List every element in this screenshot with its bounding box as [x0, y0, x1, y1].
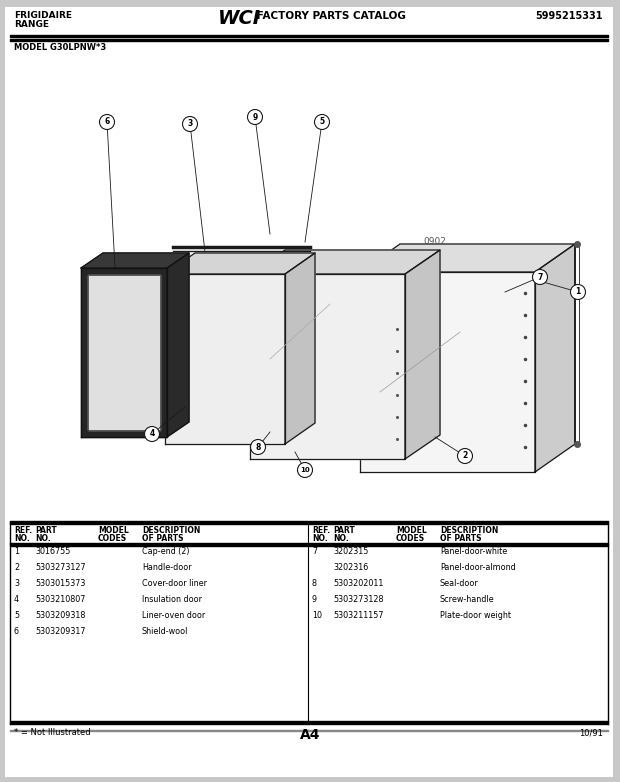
Polygon shape — [81, 253, 189, 268]
Polygon shape — [250, 274, 405, 459]
Text: REF.: REF. — [312, 526, 330, 535]
Text: PART: PART — [333, 526, 355, 535]
Text: 10: 10 — [312, 611, 322, 620]
Text: 2: 2 — [463, 451, 467, 461]
Text: 5303209318: 5303209318 — [35, 611, 86, 620]
Text: Cover-door liner: Cover-door liner — [142, 579, 207, 588]
Text: A4: A4 — [299, 728, 321, 742]
Text: PART: PART — [35, 526, 57, 535]
Text: Seal-door: Seal-door — [440, 579, 479, 588]
Text: MODEL: MODEL — [396, 526, 427, 535]
Text: * = Not Illustrated: * = Not Illustrated — [14, 728, 91, 737]
Text: 5303211157: 5303211157 — [333, 611, 384, 620]
Text: 3016755: 3016755 — [35, 547, 71, 556]
Text: 9: 9 — [312, 595, 317, 604]
Text: MODEL G30LPNW*3: MODEL G30LPNW*3 — [14, 43, 106, 52]
Text: 4: 4 — [149, 429, 154, 439]
Polygon shape — [165, 253, 315, 274]
Text: 6: 6 — [14, 627, 19, 636]
Text: 7: 7 — [538, 272, 542, 282]
Polygon shape — [405, 250, 440, 459]
Text: 5303210807: 5303210807 — [35, 595, 86, 604]
Text: 5303209317: 5303209317 — [35, 627, 86, 636]
Text: DESCRIPTION: DESCRIPTION — [142, 526, 200, 535]
Text: FRIGIDAIRE: FRIGIDAIRE — [14, 11, 72, 20]
Polygon shape — [88, 275, 160, 430]
Text: 0902: 0902 — [423, 238, 446, 246]
Text: 9: 9 — [252, 113, 258, 121]
Text: 5303273127: 5303273127 — [35, 563, 86, 572]
Text: NO.: NO. — [312, 534, 328, 543]
Polygon shape — [360, 244, 575, 272]
Text: NO.: NO. — [14, 534, 30, 543]
Text: MODEL: MODEL — [98, 526, 129, 535]
Text: DESCRIPTION: DESCRIPTION — [440, 526, 498, 535]
Text: 3202316: 3202316 — [333, 563, 368, 572]
Text: RANGE: RANGE — [14, 20, 49, 29]
Text: 5303015373: 5303015373 — [35, 579, 86, 588]
Text: Panel-door-almond: Panel-door-almond — [440, 563, 516, 572]
Text: 10: 10 — [300, 467, 310, 473]
Circle shape — [144, 426, 159, 442]
Text: Cap-end (2): Cap-end (2) — [142, 547, 190, 556]
Text: CODES: CODES — [396, 534, 425, 543]
Text: 10/91: 10/91 — [579, 728, 603, 737]
Circle shape — [298, 462, 312, 478]
Polygon shape — [165, 274, 285, 444]
Text: 8: 8 — [255, 443, 260, 451]
Text: 3: 3 — [187, 120, 193, 128]
Text: Liner-oven door: Liner-oven door — [142, 611, 205, 620]
Text: Shield-wool: Shield-wool — [142, 627, 188, 636]
Text: 1: 1 — [575, 288, 580, 296]
Polygon shape — [250, 250, 440, 274]
Circle shape — [99, 114, 115, 130]
Text: NO.: NO. — [333, 534, 348, 543]
Text: OF PARTS: OF PARTS — [142, 534, 184, 543]
Text: 5: 5 — [14, 611, 19, 620]
Circle shape — [182, 117, 198, 131]
Circle shape — [570, 285, 585, 300]
Circle shape — [250, 439, 265, 454]
Circle shape — [458, 449, 472, 464]
Text: OF PARTS: OF PARTS — [440, 534, 482, 543]
Text: 8: 8 — [312, 579, 317, 588]
Text: Screw-handle: Screw-handle — [440, 595, 495, 604]
Text: NO.: NO. — [35, 534, 51, 543]
Text: 4: 4 — [14, 595, 19, 604]
FancyBboxPatch shape — [5, 7, 613, 777]
Polygon shape — [167, 253, 189, 437]
Text: 5303202011: 5303202011 — [333, 579, 383, 588]
Text: 5995215331: 5995215331 — [536, 11, 603, 21]
Text: CODES: CODES — [98, 534, 127, 543]
Text: 7: 7 — [312, 547, 317, 556]
Text: FACTORY PARTS CATALOG: FACTORY PARTS CATALOG — [253, 11, 406, 21]
Text: 1: 1 — [14, 547, 19, 556]
Text: Panel-door-white: Panel-door-white — [440, 547, 507, 556]
Circle shape — [247, 109, 262, 124]
Circle shape — [314, 114, 329, 130]
Text: 3: 3 — [14, 579, 19, 588]
Text: 5303273128: 5303273128 — [333, 595, 384, 604]
Text: 3202315: 3202315 — [333, 547, 368, 556]
Text: 2: 2 — [14, 563, 19, 572]
Text: Plate-door weight: Plate-door weight — [440, 611, 511, 620]
Text: REF.: REF. — [14, 526, 32, 535]
Text: Insulation door: Insulation door — [142, 595, 202, 604]
Text: 5: 5 — [319, 117, 324, 127]
Polygon shape — [285, 253, 315, 444]
Text: WCI: WCI — [218, 9, 261, 28]
Text: eReplacementParts.com: eReplacementParts.com — [226, 379, 353, 389]
Text: Handle-door: Handle-door — [142, 563, 192, 572]
Polygon shape — [81, 268, 167, 437]
Polygon shape — [360, 272, 535, 472]
Text: 6: 6 — [104, 117, 110, 127]
Polygon shape — [535, 244, 575, 472]
Circle shape — [533, 270, 547, 285]
